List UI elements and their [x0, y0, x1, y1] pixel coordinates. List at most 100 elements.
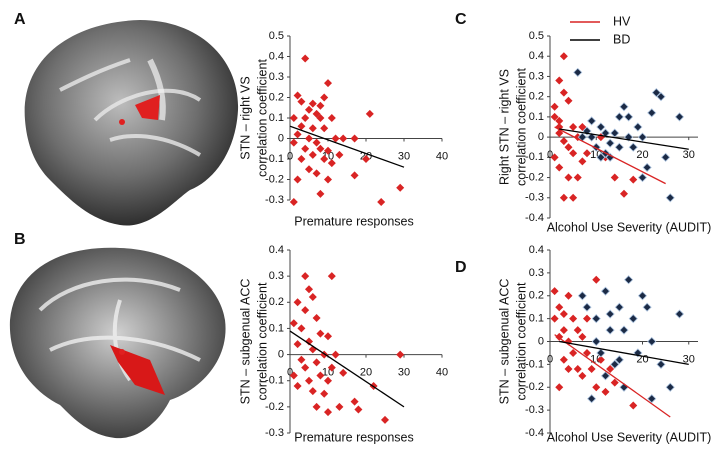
- y-tick-label: -0.3: [265, 427, 284, 439]
- data-point: [651, 88, 661, 98]
- data-point: [656, 359, 666, 369]
- data-point: [596, 355, 605, 364]
- data-point: [324, 332, 332, 341]
- data-point: [661, 152, 671, 162]
- data-point: [289, 138, 298, 147]
- data-point: [569, 193, 578, 202]
- y-tick-label: 0.2: [269, 296, 284, 308]
- x-axis-label: Premature responses: [294, 430, 414, 444]
- data-point: [569, 314, 578, 323]
- x-tick-label: 40: [436, 366, 448, 378]
- x-tick-label: 30: [683, 149, 695, 161]
- data-point: [569, 123, 578, 131]
- data-point: [555, 76, 564, 85]
- y-tick-label: -0.3: [525, 404, 544, 416]
- data-point: [316, 329, 325, 338]
- y-tick-label: -0.1: [265, 375, 284, 387]
- data-point: [578, 157, 587, 166]
- y-tick-label: 0.3: [269, 71, 284, 83]
- data-point: [628, 314, 638, 324]
- data-point: [583, 314, 591, 323]
- y-tick-label: 0.2: [529, 91, 544, 103]
- data-point: [600, 286, 611, 296]
- data-point: [331, 350, 340, 359]
- data-point: [555, 116, 564, 125]
- y-axis-label: STN – subgenual ACC: [238, 279, 252, 405]
- data-point: [578, 332, 587, 341]
- x-tick-label: 0: [287, 150, 293, 162]
- data-point: [324, 146, 332, 155]
- data-point: [587, 116, 597, 126]
- y-axis-label: STN – subgenual ACC: [497, 279, 511, 405]
- data-point: [600, 128, 611, 138]
- data-point: [301, 306, 310, 315]
- data-point: [587, 394, 597, 404]
- data-point: [339, 368, 348, 377]
- data-point: [605, 138, 615, 148]
- y-tick-label: 0: [278, 348, 284, 360]
- data-point: [610, 359, 620, 369]
- x-tick-label: 40: [436, 150, 448, 162]
- data-point: [614, 302, 624, 312]
- data-point: [559, 193, 568, 202]
- data-point: [637, 172, 648, 183]
- data-point: [289, 198, 298, 207]
- y-axis-label: Right STN – right VS: [497, 69, 511, 185]
- brain-image-b: [9, 247, 226, 439]
- data-point: [619, 325, 629, 335]
- data-point: [592, 383, 601, 392]
- data-point: [301, 54, 310, 63]
- data-point: [289, 114, 298, 122]
- data-point: [573, 326, 582, 335]
- data-point: [620, 189, 628, 198]
- panel-label: C: [455, 11, 467, 28]
- y-tick-label: -0.2: [265, 173, 284, 185]
- legend-label: HV: [613, 14, 631, 28]
- data-point: [564, 96, 573, 105]
- data-point: [573, 364, 582, 373]
- data-point: [301, 363, 310, 372]
- data-point: [569, 149, 578, 158]
- data-point: [555, 163, 564, 172]
- data-point: [320, 155, 329, 163]
- data-point: [591, 314, 601, 324]
- data-point: [350, 134, 359, 143]
- data-point: [573, 67, 583, 77]
- data-point: [614, 112, 624, 122]
- y-tick-label: 0: [538, 335, 544, 347]
- data-point: [293, 91, 302, 100]
- brain-image-a: [24, 20, 239, 226]
- data-point: [305, 165, 313, 174]
- data-point: [587, 364, 596, 373]
- data-point: [308, 387, 317, 396]
- data-point: [610, 128, 620, 138]
- data-point: [301, 272, 310, 281]
- data-point: [396, 350, 405, 359]
- x-axis-label: Alcohol Use Severity (AUDIT): [547, 430, 712, 444]
- y-tick-label: 0.1: [529, 313, 544, 325]
- charts: A-0.3-0.2-0.100.10.20.30.40.5010203040ST…: [14, 11, 711, 444]
- y-tick-label: 0.2: [529, 290, 544, 302]
- data-point: [350, 171, 359, 180]
- data-point: [324, 408, 332, 417]
- data-point: [327, 272, 336, 281]
- y-tick-label: -0.4: [525, 427, 544, 439]
- data-point: [320, 93, 329, 102]
- data-point: [674, 309, 685, 319]
- data-point: [559, 137, 568, 146]
- data-point: [293, 340, 302, 349]
- data-point: [559, 52, 568, 61]
- data-point: [381, 415, 389, 424]
- data-point: [550, 287, 559, 296]
- data-point: [305, 134, 313, 143]
- x-axis-label: Alcohol Use Severity (AUDIT): [547, 220, 712, 234]
- y-tick-label: -0.4: [525, 212, 544, 224]
- data-point: [606, 364, 615, 373]
- data-point: [335, 402, 344, 411]
- y-tick-label: 0.3: [529, 70, 544, 82]
- data-point: [582, 302, 592, 312]
- data-point: [578, 371, 587, 380]
- data-point: [577, 291, 587, 301]
- data-point: [327, 159, 336, 168]
- data-point: [583, 348, 591, 357]
